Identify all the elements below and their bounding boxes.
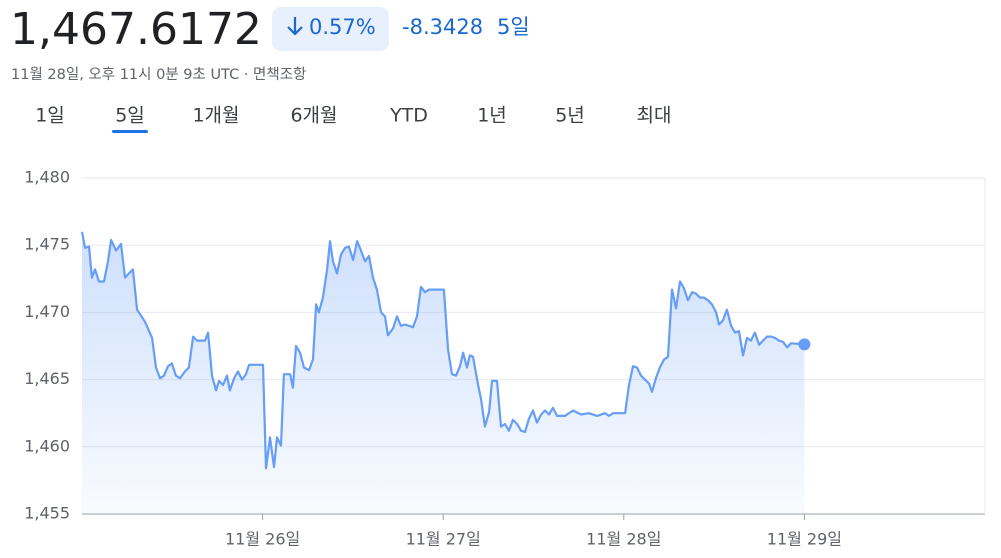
y-tick-label: 1,480 [24, 168, 70, 187]
range-tab[interactable]: 1년 [477, 105, 507, 127]
down-arrow [287, 17, 303, 36]
range-tab[interactable]: 5일 [115, 105, 145, 127]
y-tick-label: 1,465 [24, 369, 70, 388]
range-tab[interactable]: 1일 [35, 105, 65, 127]
x-tick-label: 11월 29일 [767, 530, 842, 549]
y-tick-label: 1,470 [24, 302, 70, 321]
range-tab[interactable]: 5년 [555, 105, 585, 127]
timestamp: 11월 28일, 오후 11시 0분 9초 UTC · 면책조항 [11, 66, 306, 83]
chart: 1,455 1,460 1,465 1,470 1,475 1,480 11월 26일 11월… [24, 168, 986, 549]
range-tab[interactable]: YTD [389, 105, 428, 127]
range-tabs: 1일 5일 1개월 6개월 YTD 1년 5년 최대 [35, 105, 672, 133]
x-tick-label: 11월 28일 [586, 530, 661, 549]
range-tab[interactable]: 6개월 [290, 105, 337, 127]
range-tab[interactable]: 최대 [637, 105, 672, 127]
change-pill [272, 7, 389, 51]
change-period: 5일 [497, 15, 530, 39]
y-tick-label: 1,460 [24, 436, 70, 455]
x-tick-label: 11월 26일 [225, 530, 300, 549]
range-tab[interactable]: 1개월 [192, 105, 239, 127]
change-absolute: -8.3428 [402, 15, 483, 39]
y-tick-label: 1,455 [24, 504, 70, 523]
last-point [798, 338, 811, 351]
area-fill [82, 231, 805, 515]
selected-tab-indicator [112, 130, 148, 133]
price: 1,467.6172 [10, 4, 262, 55]
price-line [80, 231, 805, 470]
y-tick-label: 1,475 [24, 235, 70, 254]
change-percent: 0.57% [309, 15, 376, 39]
x-tick-label: 11월 27일 [406, 530, 481, 549]
